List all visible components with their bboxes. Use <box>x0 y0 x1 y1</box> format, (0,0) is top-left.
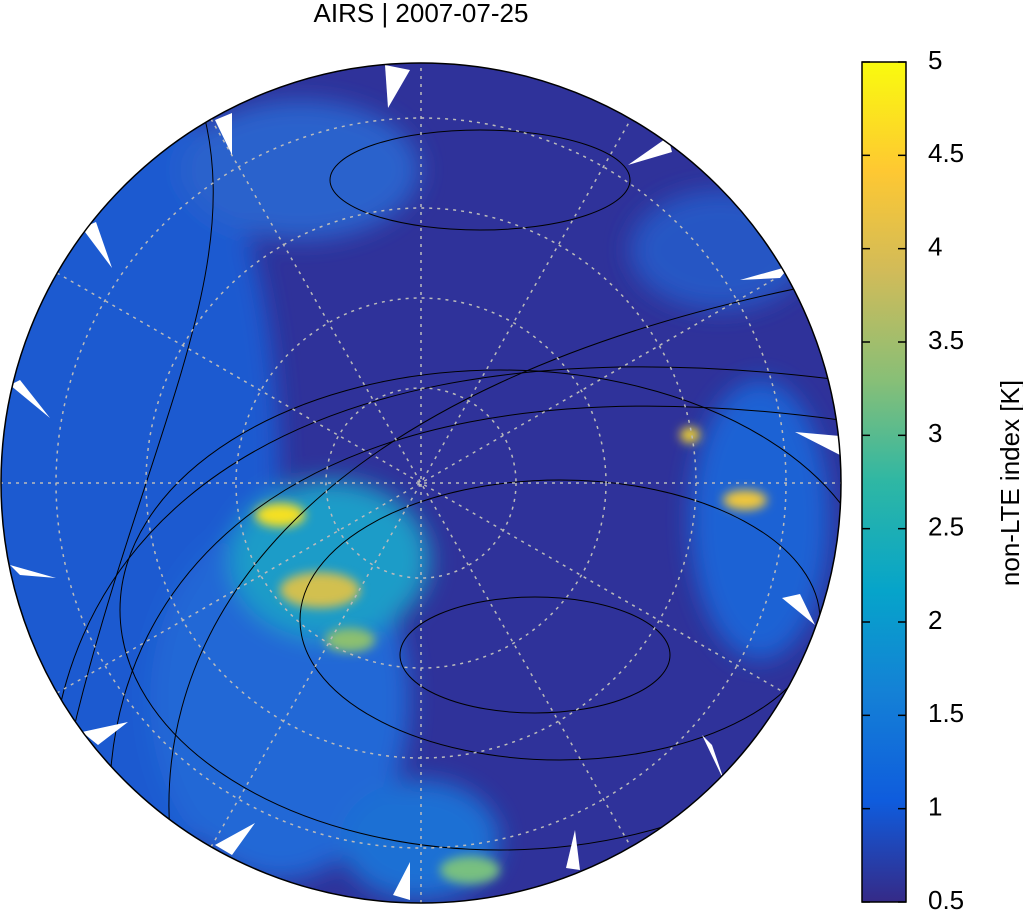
tick-label: 4 <box>928 232 942 262</box>
swath-gaps <box>10 65 840 900</box>
map-border <box>0 62 842 904</box>
tick-label: 3.5 <box>928 325 964 355</box>
tick-label: 1.5 <box>928 698 964 728</box>
tick-label: 5 <box>928 45 942 75</box>
map-title: AIRS | 2007-07-25 <box>314 0 529 28</box>
tick-label: 0.5 <box>928 885 964 912</box>
colorbar <box>861 61 907 903</box>
field-patches <box>1 80 830 900</box>
colorbar-label: non-LTE index [K] <box>995 380 1023 586</box>
colorbar-ticks: 0.5 1 1.5 2 2.5 3 3.5 4 4.5 5 <box>862 45 964 915</box>
tick-label: 4.5 <box>928 138 964 168</box>
hotspots <box>255 427 767 884</box>
tick-label: 3 <box>928 418 942 448</box>
tick-label: 2.5 <box>928 512 964 542</box>
graticule <box>1 63 841 903</box>
tick-label: 2 <box>928 605 942 635</box>
map <box>1 63 841 903</box>
tick-label: 1 <box>928 792 942 822</box>
